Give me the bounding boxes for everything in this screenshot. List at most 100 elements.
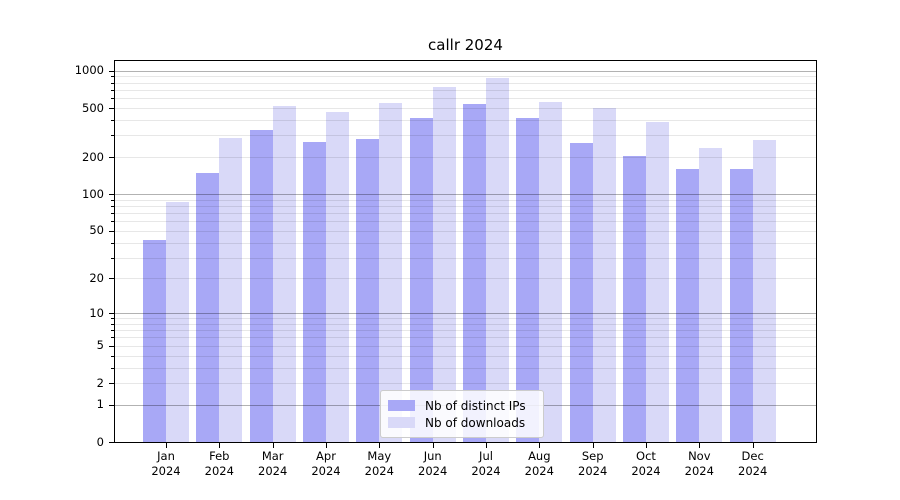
x-tick-year: 2024 [204, 464, 234, 478]
x-tick-month: Jul [479, 449, 493, 463]
y-minor-tick [111, 157, 114, 159]
x-tick-year: 2024 [578, 464, 608, 478]
x-tick-year: 2024 [631, 464, 661, 478]
x-tick-month: Jun [423, 449, 442, 463]
bar-distinct-ips [676, 169, 700, 442]
y-minor-tick [111, 323, 114, 325]
x-tick-label: Apr 2024 [296, 449, 356, 479]
x-tick-label: Jul 2024 [456, 449, 516, 479]
y-tick-label: 5 [96, 338, 104, 353]
bars-layer [115, 61, 816, 442]
y-minor-tick [111, 98, 114, 100]
bar-distinct-ips [462, 104, 486, 442]
x-tick [752, 443, 754, 448]
y-minor-tick [111, 221, 114, 223]
bar-distinct-ips [622, 156, 646, 442]
x-tick-year: 2024 [684, 464, 714, 478]
y-tick-label: 200 [82, 149, 104, 164]
bar-downloads [699, 148, 723, 442]
bar-distinct-ips [249, 130, 273, 442]
legend-label: Nb of downloads [425, 415, 526, 430]
bar-downloads [645, 121, 669, 442]
x-tick [646, 443, 647, 448]
bar-downloads [166, 202, 189, 442]
x-tick [699, 443, 701, 448]
y-minor-tick [111, 367, 114, 369]
x-tick-month: Aug [528, 449, 551, 463]
y-minor-tick [111, 135, 114, 137]
y-minor-tick [111, 76, 114, 78]
y-tick-label: 1000 [74, 63, 104, 78]
bar-downloads [272, 106, 296, 442]
x-tick-label: Jun 2024 [403, 449, 463, 479]
y-minor-tick [111, 89, 114, 91]
x-tick-year: 2024 [418, 464, 448, 478]
bar-downloads [485, 77, 509, 442]
y-minor-tick [111, 345, 114, 347]
bar-downloads [379, 102, 403, 442]
x-tick [432, 443, 434, 448]
bar-distinct-ips [302, 141, 326, 442]
bar-downloads [325, 112, 349, 442]
y-minor-tick [111, 213, 114, 214]
y-tick-label: 50 [89, 223, 104, 238]
y-minor-tick [111, 230, 114, 232]
chart-title: callr 2024 [428, 36, 503, 54]
x-tick [219, 443, 221, 448]
y-minor-tick [111, 257, 114, 259]
x-tick-year: 2024 [311, 464, 341, 478]
y-tick [109, 70, 114, 72]
x-tick-month: May [367, 449, 392, 463]
y-minor-tick [111, 108, 114, 109]
y-tick-label: 20 [89, 270, 104, 285]
bar-downloads [219, 137, 243, 442]
x-tick [272, 443, 274, 448]
x-tick-year: 2024 [364, 464, 394, 478]
bar-downloads [752, 140, 776, 442]
y-minor-tick [111, 242, 114, 244]
bar-downloads [539, 102, 563, 442]
x-tick [166, 443, 167, 448]
y-tick-label: 10 [89, 305, 104, 320]
x-tick-month: Feb [209, 449, 230, 463]
x-tick-month: Dec [741, 449, 764, 463]
y-minor-tick [111, 82, 114, 84]
x-tick-label: Aug 2024 [509, 449, 569, 479]
x-tick-year: 2024 [151, 464, 181, 478]
plot-area [114, 60, 817, 443]
x-tick-month: Oct [636, 449, 656, 463]
x-tick [326, 443, 327, 448]
bar-distinct-ips [569, 143, 593, 442]
x-tick-month: Sep [581, 449, 604, 463]
x-tick-label: Feb 2024 [189, 449, 249, 479]
bar-distinct-ips [356, 139, 380, 442]
y-minor-tick [111, 337, 114, 339]
x-tick-label: Jan 2024 [136, 449, 196, 479]
bar-distinct-ips [143, 239, 166, 442]
x-tick-month: Jan [157, 449, 175, 463]
x-tick-label: Oct 2024 [616, 449, 676, 479]
y-tick [109, 194, 114, 195]
x-tick-year: 2024 [258, 464, 288, 478]
y-tick-label: 0 [96, 434, 104, 449]
x-tick [539, 443, 541, 448]
x-tick-label: Mar 2024 [243, 449, 303, 479]
x-tick-year: 2024 [471, 464, 501, 478]
x-tick-label: Dec 2024 [723, 449, 783, 479]
legend: Nb of distinct IPs Nb of downloads [380, 390, 544, 438]
legend-label: Nb of distinct IPs [425, 398, 526, 413]
y-tick-label: 100 [82, 186, 104, 201]
x-tick-month: Nov [688, 449, 711, 463]
y-minor-tick [111, 330, 114, 332]
y-tick-label: 1 [96, 397, 104, 412]
x-tick-month: Mar [261, 449, 284, 463]
y-tick [109, 313, 114, 315]
x-tick-year: 2024 [738, 464, 768, 478]
x-tick [592, 443, 594, 448]
bar-distinct-ips [516, 118, 540, 442]
bar-downloads [592, 107, 616, 442]
y-minor-tick [111, 383, 114, 384]
y-tick [109, 404, 114, 406]
x-tick-year: 2024 [524, 464, 554, 478]
